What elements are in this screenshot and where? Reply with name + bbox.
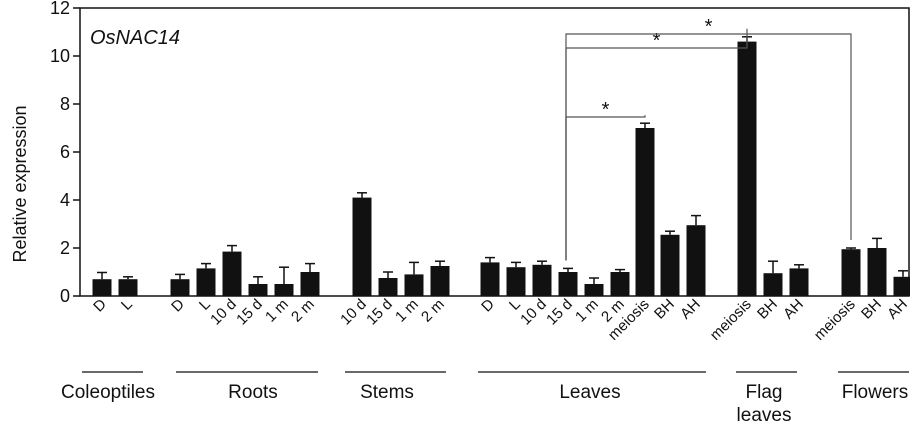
x-tick-label: AH [677, 296, 704, 323]
group-label: Stems [360, 382, 414, 403]
x-tick-label: 15 d [233, 296, 266, 329]
significance-star: * [705, 16, 713, 38]
x-tick-label: 15 d [363, 296, 396, 329]
bar [92, 279, 112, 296]
x-tick-label: D [90, 296, 110, 316]
x-tick-label: 10 d [207, 296, 240, 329]
x-tick-label: 10 d [337, 296, 370, 329]
y-tick-label: 6 [60, 142, 70, 162]
x-tick-label: meiosis [811, 296, 859, 344]
x-tick-label: D [168, 296, 188, 316]
group-label: Flag [746, 382, 783, 403]
bar [763, 273, 783, 296]
bar [532, 264, 552, 296]
y-tick-label: 8 [60, 94, 70, 114]
bar [430, 266, 450, 296]
bar [404, 274, 424, 296]
significance-star: * [653, 30, 661, 52]
group-label: leaves [737, 405, 792, 426]
y-axis-label: Relative expression [10, 105, 30, 262]
axes: 0 2 4 6 8 10 12 [50, 0, 910, 306]
bars [92, 36, 910, 296]
bar [584, 284, 604, 296]
bar [480, 262, 500, 296]
x-tick-label: L [196, 296, 214, 314]
significance-star: * [602, 99, 610, 121]
y-tick-label: 0 [60, 286, 70, 306]
x-tick-labels: D L D L10 d15 d1 m2 m 10 d15 d1 m2 m D L10 d15… [90, 296, 910, 344]
bar [352, 197, 372, 296]
bar [378, 278, 398, 296]
bar [610, 272, 630, 296]
x-tick-label: 1 m [572, 296, 602, 326]
x-tick-label: AH [780, 296, 807, 323]
bar [196, 268, 216, 296]
x-tick-label: BH [754, 296, 781, 323]
group-label: Roots [228, 382, 278, 403]
group-label: Flowers [842, 382, 909, 403]
bar [893, 276, 910, 296]
significance-bracket [565, 33, 852, 261]
bar [789, 268, 809, 296]
bar [118, 279, 138, 296]
x-tick-label: BH [858, 296, 885, 323]
x-tick-label: 1 m [262, 296, 292, 326]
y-tick-label: 2 [60, 238, 70, 258]
bar [274, 284, 294, 296]
bar [867, 248, 887, 296]
x-tick-label: D [478, 296, 498, 316]
bar [170, 279, 190, 296]
x-tick-label: 15 d [543, 296, 576, 329]
x-tick-label: L [506, 296, 524, 314]
y-tick-label: 10 [50, 46, 70, 66]
x-tick-label: AH [884, 296, 910, 323]
bar [248, 284, 268, 296]
bar [841, 249, 861, 296]
bar [660, 234, 680, 296]
bar [222, 251, 242, 296]
y-tick-label: 12 [50, 0, 70, 18]
chart-title: OsNAC14 [90, 27, 180, 49]
y-tick-label: 4 [60, 190, 70, 210]
x-tick-label: 2 m [418, 296, 448, 326]
bar [558, 272, 578, 296]
bar [506, 267, 526, 296]
significance-brackets: * * * [565, 16, 852, 261]
bar [300, 272, 320, 296]
bar [686, 225, 706, 296]
bar [737, 41, 757, 296]
bar [635, 128, 655, 296]
x-tick-label: BH [651, 296, 678, 323]
significance-bracket [565, 115, 646, 261]
x-tick-label: 2 m [288, 296, 318, 326]
group-label: Coleoptiles [61, 382, 155, 403]
x-tick-label: 10 d [517, 296, 550, 329]
significance-bracket [565, 28, 748, 261]
x-tick-label: 1 m [392, 296, 422, 326]
group-label: Leaves [559, 382, 620, 403]
x-tick-label: meiosis [707, 296, 755, 344]
plot-frame [79, 7, 910, 297]
x-tick-label: L [118, 296, 136, 314]
